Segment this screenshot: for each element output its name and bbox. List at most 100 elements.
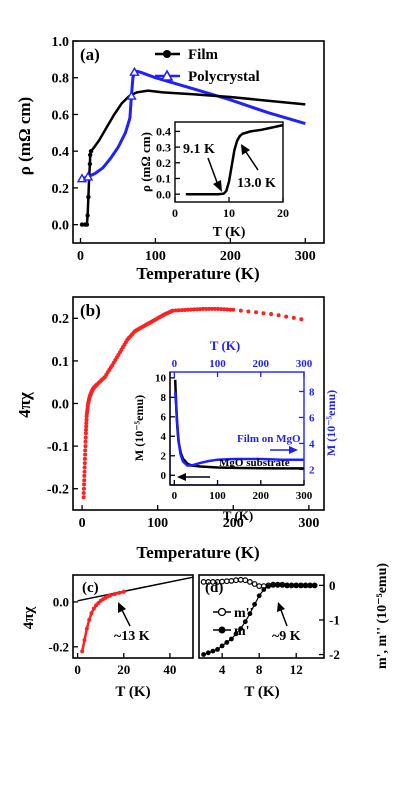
chi-point xyxy=(83,452,88,457)
panel-d-m1-point xyxy=(312,583,318,588)
panel-a-x-tick-label: 200 xyxy=(220,249,241,264)
chi-point xyxy=(269,312,274,316)
chi-point xyxy=(82,465,87,470)
panel-d-m1-point xyxy=(219,643,225,649)
panel-d-m1-point xyxy=(270,583,276,588)
polycrystal-point xyxy=(82,171,94,181)
film-point xyxy=(88,152,93,158)
chi-point xyxy=(213,306,218,311)
panel-d-m2-point xyxy=(237,576,244,583)
panel-d-m1-point xyxy=(256,593,262,599)
inset-a-y-tick-label: 0.3 xyxy=(156,140,171,154)
inset-b-film-line xyxy=(173,391,304,467)
panel-d-m1-point xyxy=(229,636,234,642)
inset-a-x-tick-label: 10 xyxy=(223,206,235,220)
panel-d-m2-point xyxy=(233,577,239,584)
chi-point xyxy=(299,317,304,322)
chi-point xyxy=(192,307,196,312)
inset-a-frame xyxy=(174,121,284,203)
inset-b-xbottom-tick-label: 0 xyxy=(172,490,178,502)
panel-b-x-tick-label: 300 xyxy=(298,516,319,531)
inset-b-top-xlabel: T (K) xyxy=(210,338,240,353)
inset-b-xtop-tick-label: 300 xyxy=(296,358,313,370)
legend-m1-label: m' xyxy=(234,624,250,639)
inset-a-y-tick-label: 0.1 xyxy=(156,172,171,186)
panel-d-axes: 4 8 12 -2 -1 0 xyxy=(219,578,340,677)
legend-polycrystal-marker xyxy=(160,69,174,81)
polycrystal-point xyxy=(126,90,137,100)
panel-c-y-tick-label: -0.2 xyxy=(48,639,69,654)
panel-a-frame xyxy=(72,40,325,244)
panel-c-label: (c) xyxy=(82,580,99,596)
panel-b-label: (b) xyxy=(80,301,101,320)
inset-a-axes: 0 10 20 0.00.1 0.2 0.30.4 xyxy=(156,125,289,220)
panel-d-m1-point xyxy=(266,584,271,589)
panel-a-x-tick-label: 300 xyxy=(295,249,316,264)
inset-a-ylabel: ρ (mΩ cm) xyxy=(138,132,153,192)
panel-c-frame xyxy=(72,574,194,659)
panel-d-m1-point xyxy=(289,583,294,588)
chi-point xyxy=(246,309,251,314)
inset-b-right-ylabel: M (10⁻⁵emu) xyxy=(324,390,338,456)
inset-b-yright-tick-label: 2 xyxy=(309,464,315,476)
panel-d-m1-point xyxy=(303,583,308,588)
chi-point xyxy=(276,313,281,318)
panel-c-chi-point xyxy=(112,592,117,597)
panel-d-m1-point xyxy=(215,647,220,652)
panel-a-y-tick-label: 0.8 xyxy=(52,72,70,87)
chi-point xyxy=(173,308,178,313)
chi-point xyxy=(219,307,224,312)
panel-a-label: (a) xyxy=(80,45,100,64)
panel-c-annotation: ~13 K xyxy=(114,629,150,644)
panel-d-m2-point xyxy=(246,579,253,585)
inset-b-left-ylabel: M (10⁻⁵emu) xyxy=(132,395,146,461)
panel-d-arrow xyxy=(280,609,288,627)
panel-d-m1-point xyxy=(247,611,253,617)
panel-d-m1-point xyxy=(298,583,304,588)
panel-b-inset: 0 100 200 300 0 100 200 300 0 2 4 6 8 10 2 4 6 8 T (K) T … xyxy=(132,338,338,523)
panel-c-chi-point xyxy=(91,606,96,611)
chi-point xyxy=(179,308,184,313)
chi-point xyxy=(81,486,86,491)
panel-c-arrow xyxy=(121,609,131,627)
panel-c-chi-point xyxy=(82,638,87,643)
inset-a-arrow-13k xyxy=(245,151,259,171)
legend-film-label: Film xyxy=(188,47,218,63)
chi-point xyxy=(231,307,236,312)
panel-b-y-tick-label: 0.1 xyxy=(52,355,70,370)
legend-m1-marker xyxy=(218,626,226,634)
inset-b-xtop-tick-label: 100 xyxy=(209,358,226,370)
chi-point xyxy=(83,435,88,440)
chi-point xyxy=(210,306,215,311)
panel-a-legend: Film Polycrystal xyxy=(155,47,260,85)
chi-point xyxy=(188,307,193,312)
panel-d-m1-point xyxy=(242,619,248,625)
legend-film-marker xyxy=(163,50,171,58)
panel-d-m1-point xyxy=(238,626,244,631)
panel-d-m1-point xyxy=(284,583,290,588)
chi-point xyxy=(170,308,175,313)
film-point xyxy=(84,222,90,227)
panel-d-arrowhead xyxy=(277,602,285,612)
chi-point xyxy=(84,427,88,432)
chi-point xyxy=(201,306,205,311)
inset-b-yleft-tick-label: 0 xyxy=(161,470,167,482)
chi-point xyxy=(84,417,89,422)
panel-d-ylabel: m', m'' (10⁻⁵emu) xyxy=(375,563,390,669)
legend-polycrystal-label: Polycrystal xyxy=(188,69,260,85)
panel-d-frame xyxy=(198,574,325,659)
inset-a-xlabel: T (K) xyxy=(213,225,246,240)
chi-point xyxy=(84,424,89,429)
inset-a-y-tick-label: 0.4 xyxy=(156,125,171,139)
panel-a-y-tick-label: 0.0 xyxy=(52,219,70,234)
panel-d-m2-point xyxy=(242,577,249,584)
inset-a-y-tick-label: 0.0 xyxy=(156,187,171,201)
chi-point xyxy=(182,308,187,312)
panel-d-y-tick-label: 0 xyxy=(329,578,336,593)
inset-b-arrowhead-film xyxy=(289,446,298,454)
panel-c-xlabel: T (K) xyxy=(115,684,150,700)
chi-point xyxy=(83,439,88,444)
polycrystal-line xyxy=(81,69,306,181)
inset-b-yleft-tick-label: 6 xyxy=(161,412,167,424)
